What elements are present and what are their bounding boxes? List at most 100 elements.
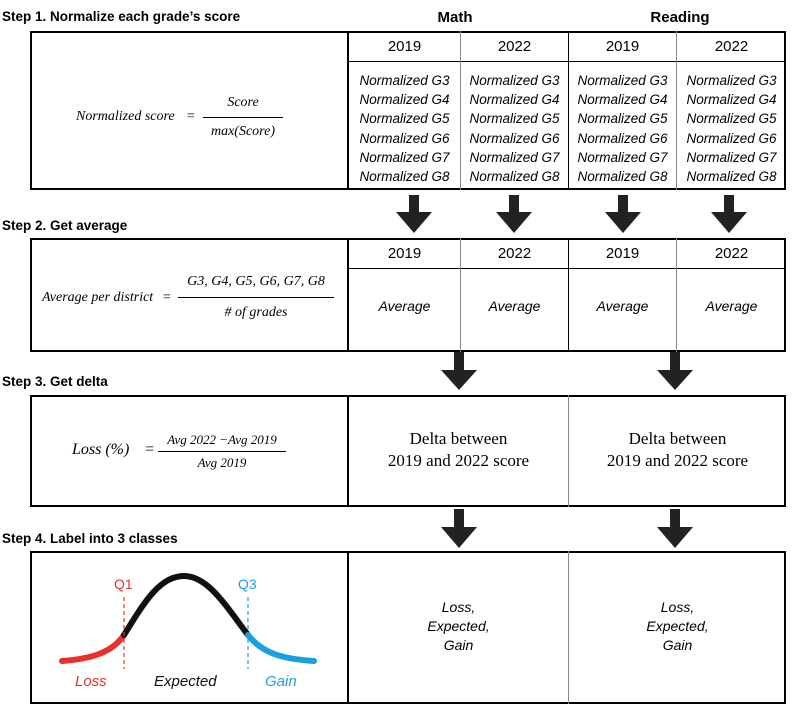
formula-denominator: # of grades (224, 305, 288, 320)
step2-box (30, 238, 786, 352)
down-arrow (711, 195, 747, 233)
equals-sign: = (186, 109, 196, 124)
expected-curve-segment (121, 572, 251, 638)
list-item: Normalized G5 (577, 111, 668, 127)
step3-box (30, 395, 786, 507)
list-item: Normalized G5 (469, 111, 560, 127)
loss-percent-label: Loss (%) (72, 441, 130, 458)
expected-label: Expected (154, 673, 217, 690)
delta-cell-reading: Delta between 2019 and 2022 score (569, 428, 786, 472)
down-arrow (605, 195, 641, 233)
loss-curve-segment (59, 632, 127, 664)
class-line: Expected, (427, 618, 490, 634)
delta-line: Delta between (409, 429, 508, 448)
list-item: Normalized G3 (359, 73, 450, 88)
normalized-score-label: Normalized score (76, 109, 175, 124)
average-per-district-label: Average per district (42, 290, 154, 305)
divider (347, 238, 349, 352)
down-arrow (657, 352, 693, 390)
fraction-bar (158, 451, 286, 452)
list-item: Normalized G8 (686, 169, 777, 185)
bell-curve-diagram (59, 572, 317, 669)
average-cell-reading-2019: Average (596, 298, 649, 314)
list-item: Normalized G6 (469, 130, 560, 146)
delta-line: Delta between (628, 429, 727, 448)
list-item: Normalized G6 (359, 130, 450, 146)
formula-numerator: Score (227, 95, 259, 110)
delta-line: 2019 and 2022 score (606, 451, 749, 470)
class-line: Gain (662, 637, 693, 653)
list-item: Normalized G8 (359, 169, 450, 185)
down-arrow (496, 195, 532, 233)
divider (676, 31, 677, 190)
equals-sign: = (144, 441, 155, 458)
list-item: Normalized G7 (359, 149, 450, 165)
list-item: Normalized G6 (577, 130, 668, 146)
divider (568, 238, 569, 352)
year-header-reading-2022: 2022 (714, 38, 749, 55)
step4-box (30, 551, 786, 704)
divider (568, 551, 569, 704)
step4-title: Step 4. Label into 3 classes (2, 531, 178, 546)
list-item: Normalized G4 (577, 92, 668, 108)
year-header-math-2019: 2019 (387, 245, 422, 262)
list-item: Normalized G4 (469, 92, 560, 108)
formula-numerator: G3, G4, G5, G6, G7, G8 (187, 274, 325, 289)
year-header-math-2022: 2022 (497, 38, 532, 55)
divider (347, 551, 349, 704)
down-arrow (441, 352, 477, 390)
reading-header: Reading (650, 9, 710, 26)
divider (347, 395, 349, 507)
down-arrow (441, 509, 477, 548)
class-labels-math: Loss, Expected, Gain (349, 598, 568, 655)
list-item: Normalized G8 (469, 169, 560, 185)
year-header-reading-2022: 2022 (714, 245, 749, 262)
average-cell-math-2022: Average (488, 298, 541, 314)
average-cell-math-2019: Average (378, 298, 431, 314)
year-header-reading-2019: 2019 (605, 38, 640, 55)
divider (347, 31, 349, 190)
formula-denominator: max(Score) (210, 124, 275, 139)
normalized-list-math-2022: Normalized G3 Normalized G4 Normalized G… (461, 71, 568, 186)
list-item: Normalized G7 (469, 149, 560, 165)
divider (347, 61, 786, 62)
fraction-bar (203, 117, 283, 118)
divider (460, 31, 461, 190)
fraction-bar (178, 297, 334, 298)
class-line: Gain (443, 637, 474, 653)
divider (568, 31, 569, 190)
normalized-list-reading-2022: Normalized G3 Normalized G4 Normalized G… (677, 71, 786, 186)
delta-line: 2019 and 2022 score (387, 451, 530, 470)
year-header-reading-2019: 2019 (605, 245, 640, 262)
down-arrow (396, 195, 432, 233)
delta-cell-math: Delta between 2019 and 2022 score (349, 428, 568, 472)
list-item: Normalized G3 (577, 73, 668, 88)
divider (676, 238, 677, 352)
year-header-math-2022: 2022 (497, 245, 532, 262)
equals-sign: = (162, 290, 172, 305)
class-line: Loss, (660, 599, 695, 615)
normalized-list-reading-2019: Normalized G3 Normalized G4 Normalized G… (569, 71, 676, 186)
down-arrow (657, 509, 693, 548)
list-item: Normalized G6 (686, 130, 777, 146)
list-item: Normalized G7 (686, 149, 777, 165)
gain-curve-segment (245, 632, 317, 664)
list-item: Normalized G5 (686, 111, 777, 127)
divider (460, 238, 461, 352)
step3-title: Step 3. Get delta (2, 374, 108, 389)
q1-label: Q1 (114, 576, 133, 592)
divider (568, 395, 569, 507)
q3-label: Q3 (238, 576, 257, 592)
loss-label: Loss (75, 673, 107, 690)
list-item: Normalized G4 (359, 92, 450, 108)
formula-denominator: Avg 2019 (197, 455, 247, 470)
list-item: Normalized G3 (469, 73, 560, 88)
list-item: Normalized G8 (577, 169, 668, 185)
list-item: Normalized G3 (686, 73, 777, 88)
class-line: Expected, (646, 618, 709, 634)
list-item: Normalized G7 (577, 149, 668, 165)
average-cell-reading-2022: Average (705, 298, 758, 314)
step1-title: Step 1. Normalize each grade’s score (2, 9, 241, 24)
formula-numerator: Avg 2022 −Avg 2019 (167, 432, 277, 447)
